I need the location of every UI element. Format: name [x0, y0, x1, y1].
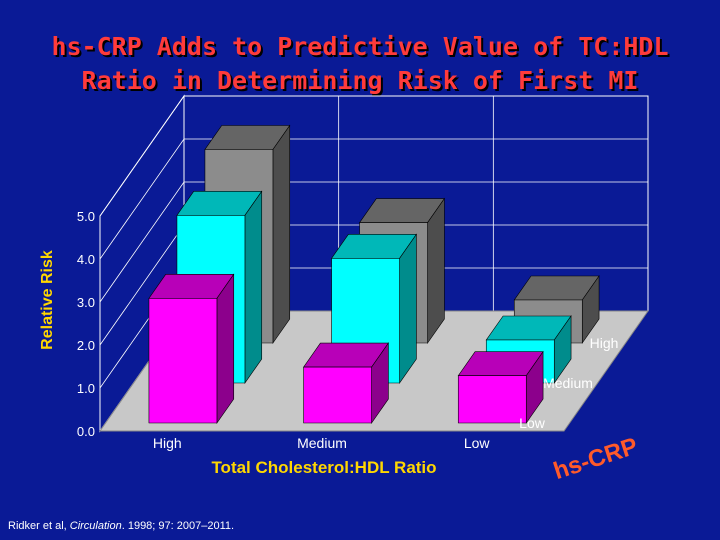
depth-tick-label: High: [590, 335, 619, 351]
citation-journal: Circulation: [69, 520, 122, 532]
y-tick-label: 2.0: [77, 338, 95, 353]
depth-tick-label: Medium: [543, 375, 593, 391]
depth-tick-label: Low: [519, 415, 546, 431]
title-line-1: hs-CRP Adds to Predictive Value of TC:HD…: [51, 32, 669, 61]
y-tick-label: 0.0: [77, 424, 95, 439]
chart-labels: 0.0 1.0 2.0 3.0 4.0 5.0 High Medium Low Low Medium…: [39, 209, 641, 485]
x-axis-label: Total Cholesterol:HDL Ratio: [211, 458, 436, 477]
bar-side: [244, 190, 263, 384]
bar-low-high: [148, 273, 235, 424]
bar-low-low: [457, 350, 544, 424]
bar-front: [148, 297, 218, 424]
bar-low-medium: [303, 342, 389, 424]
bar-front: [457, 375, 527, 424]
bar-side: [427, 197, 445, 344]
y-tick-label: 3.0: [77, 295, 95, 310]
x-tick-label: Medium: [297, 435, 347, 451]
chart-title: hs-CRP Adds to Predictive Value of TC:HD…: [0, 30, 720, 98]
citation-footnote: Ridker et al, Circulation. 1998; 97: 200…: [8, 520, 234, 532]
y-tick-label: 1.0: [77, 381, 95, 396]
chart-bars: [148, 124, 600, 424]
z-axis-label: hs-CRP: [550, 433, 641, 485]
bar-front: [303, 366, 372, 424]
title-line-2: Ratio in Determining Risk of First MI: [81, 66, 639, 95]
bar-side: [272, 124, 291, 344]
bar-side: [399, 233, 417, 384]
y-tick-label: 5.0: [77, 209, 95, 224]
citation-author: Ridker et al,: [8, 520, 70, 532]
y-axis-label: Relative Risk: [39, 250, 56, 350]
x-tick-label: Low: [464, 435, 491, 451]
y-tick-label: 4.0: [77, 252, 95, 267]
bar-side: [216, 273, 235, 424]
citation-details: . 1998; 97: 2007–2011.: [121, 520, 235, 532]
x-tick-label: High: [153, 435, 182, 451]
